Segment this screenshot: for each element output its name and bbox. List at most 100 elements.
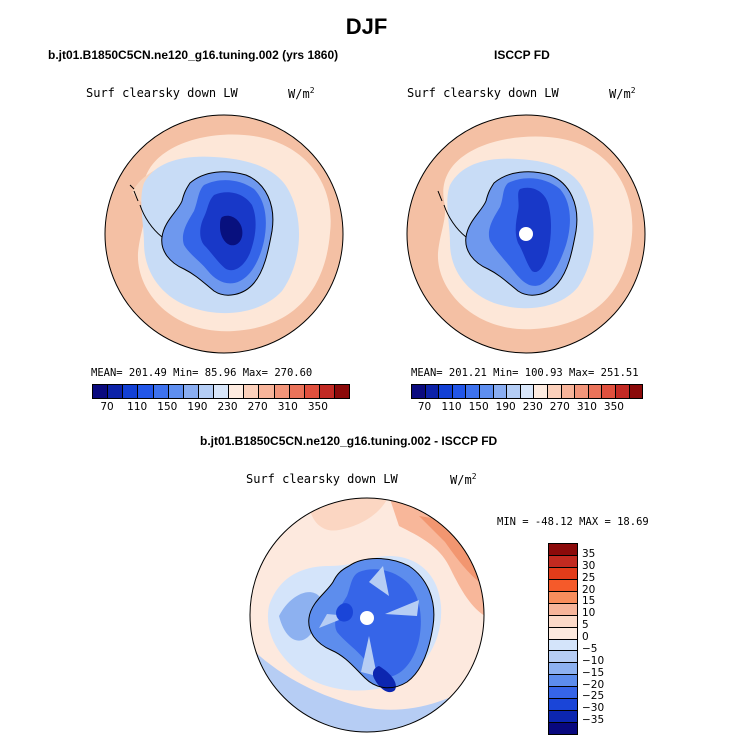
colorbar-swatch xyxy=(153,385,169,398)
colorbar-swatch xyxy=(229,385,245,398)
colorbar-swatch xyxy=(547,385,562,398)
colorbar-tick-label: 35 xyxy=(582,547,596,560)
colorbar-tick-label: 70 xyxy=(417,401,432,413)
right-colorbar-ticks: 70 110 150 190 230 270 310 350 xyxy=(411,401,641,415)
diff-map-coastline xyxy=(308,558,435,689)
colorbar-swatch xyxy=(549,651,577,664)
colorbar-swatch xyxy=(274,385,290,398)
colorbar-tick-label: 110 xyxy=(127,401,148,413)
right-map-pole-hole xyxy=(519,227,533,241)
colorbar-tick-label: −25 xyxy=(582,690,605,703)
right-units-label: W/m2 xyxy=(609,86,636,101)
diff-colorbar xyxy=(548,543,578,735)
colorbar-swatch xyxy=(479,385,494,398)
colorbar-tick-label: −5 xyxy=(582,642,598,655)
colorbar-swatch xyxy=(425,385,440,398)
colorbar-tick-label: 350 xyxy=(603,401,624,413)
left-variable-label: Surf clearsky down LW xyxy=(86,86,238,100)
colorbar-swatch xyxy=(549,663,577,676)
colorbar-swatch xyxy=(198,385,214,398)
colorbar-tick-label: 270 xyxy=(549,401,570,413)
left-stats-text: MEAN= 201.49 Min= 85.96 Max= 270.60 xyxy=(91,367,313,379)
colorbar-tick-label: 110 xyxy=(441,401,462,413)
colorbar-tick-label: 10 xyxy=(582,607,596,620)
colorbar-swatch xyxy=(629,385,643,398)
right-stats-text: MEAN= 201.21 Min= 100.93 Max= 251.51 xyxy=(411,367,639,379)
colorbar-swatch xyxy=(549,723,577,734)
colorbar-swatch xyxy=(549,567,577,580)
colorbar-tick-label: −30 xyxy=(582,702,605,715)
colorbar-swatch xyxy=(520,385,535,398)
colorbar-tick-label: 20 xyxy=(582,583,596,596)
colorbar-tick-label: 150 xyxy=(157,401,178,413)
colorbar-tick-label: −10 xyxy=(582,654,605,667)
colorbar-swatch xyxy=(549,687,577,700)
colorbar-tick-label: 230 xyxy=(522,401,543,413)
colorbar-swatch xyxy=(123,385,139,398)
left-colorbar xyxy=(92,384,350,399)
colorbar-swatch xyxy=(108,385,124,398)
colorbar-tick-label: 310 xyxy=(277,401,298,413)
colorbar-tick-label: 30 xyxy=(582,559,596,572)
colorbar-tick-label: 190 xyxy=(495,401,516,413)
colorbar-swatch xyxy=(534,385,548,398)
colorbar-swatch xyxy=(319,385,335,398)
colorbar-swatch xyxy=(549,603,577,616)
colorbar-tick-label: 230 xyxy=(217,401,238,413)
right-panel-subtitle: ISCCP FD xyxy=(494,48,550,62)
colorbar-tick-label: 0 xyxy=(582,631,589,643)
diff-units-label: W/m2 xyxy=(450,472,477,487)
colorbar-tick-label: 25 xyxy=(582,571,596,584)
colorbar-swatch xyxy=(549,591,577,604)
colorbar-swatch xyxy=(289,385,305,398)
colorbar-tick-label: 150 xyxy=(468,401,489,413)
colorbar-swatch xyxy=(549,579,577,592)
left-colorbar-ticks: 70 110 150 190 230 270 310 350 xyxy=(92,401,348,415)
colorbar-swatch xyxy=(507,385,521,398)
colorbar-swatch xyxy=(259,385,275,398)
colorbar-swatch xyxy=(602,385,616,398)
colorbar-swatch xyxy=(452,385,467,398)
colorbar-tick-label: 70 xyxy=(100,401,114,413)
colorbar-tick-label: 190 xyxy=(187,401,208,413)
left-map-coastline xyxy=(161,171,274,296)
colorbar-swatch xyxy=(588,385,603,398)
colorbar-swatch xyxy=(561,385,576,398)
colorbar-tick-label: 15 xyxy=(582,595,596,608)
colorbar-tick-label: 270 xyxy=(247,401,268,413)
diff-polar-map xyxy=(249,497,485,733)
colorbar-tick-label: −15 xyxy=(582,666,605,679)
right-variable-label: Surf clearsky down LW xyxy=(407,86,559,100)
colorbar-swatch xyxy=(615,385,630,398)
colorbar-swatch xyxy=(549,555,577,568)
colorbar-tick-label: 350 xyxy=(307,401,328,413)
colorbar-swatch xyxy=(493,385,508,398)
colorbar-tick-label: 310 xyxy=(576,401,597,413)
colorbar-swatch xyxy=(466,385,480,398)
left-panel-subtitle: b.jt01.B1850C5CN.ne120_g16.tuning.002 (y… xyxy=(48,48,339,62)
diff-stats-text: MIN = -48.12 MAX = 18.69 xyxy=(497,516,649,528)
colorbar-swatch xyxy=(214,385,230,398)
colorbar-swatch xyxy=(335,385,350,398)
colorbar-swatch xyxy=(138,385,154,398)
colorbar-swatch xyxy=(575,385,589,398)
colorbar-swatch xyxy=(549,699,577,712)
diff-variable-label: Surf clearsky down LW xyxy=(246,472,398,486)
colorbar-swatch xyxy=(412,385,426,398)
colorbar-tick-label: 5 xyxy=(582,619,589,632)
diff-map-pole-hole xyxy=(360,611,374,625)
colorbar-swatch xyxy=(439,385,453,398)
colorbar-swatch xyxy=(304,385,320,398)
page-title: DJF xyxy=(345,14,388,39)
diff-colorbar-ticks: 35 30 25 20 15 10 5 0 −5 −10 −15 −20 −25 −30 −35 xyxy=(582,543,622,733)
colorbar-swatch xyxy=(93,385,109,398)
colorbar-swatch xyxy=(549,711,577,724)
colorbar-tick-label: −20 xyxy=(582,678,605,691)
colorbar-swatch xyxy=(549,544,577,556)
left-polar-map xyxy=(104,114,344,354)
colorbar-swatch xyxy=(549,615,577,628)
right-polar-map xyxy=(406,114,646,354)
colorbar-tick-label: −35 xyxy=(582,714,605,727)
right-map-coastline xyxy=(465,171,578,296)
colorbar-swatch xyxy=(549,627,577,640)
